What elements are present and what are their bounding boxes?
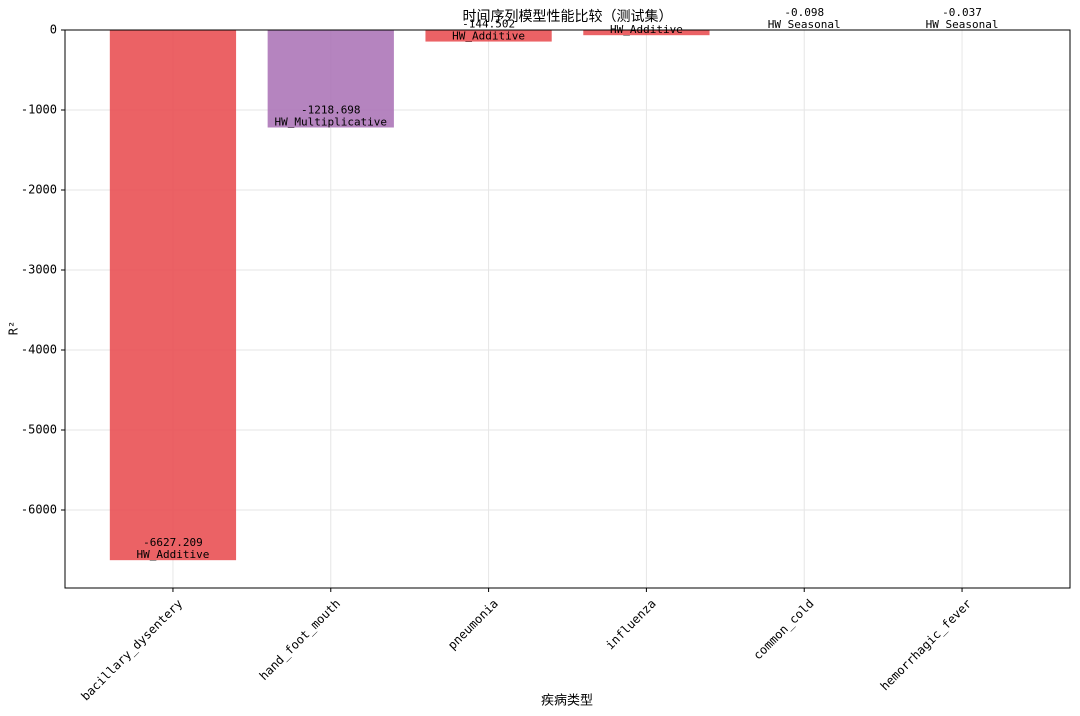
- value-label: -144.502: [462, 18, 515, 31]
- y-tick-label: -6000: [21, 503, 57, 517]
- plot-frame: [64, 29, 1071, 589]
- bar: [109, 30, 237, 561]
- model-label: HW_Seasonal: [926, 18, 999, 31]
- y-axis-label: R²: [7, 321, 21, 335]
- y-tick-label: -2000: [21, 183, 57, 197]
- bar: [425, 30, 552, 42]
- y-tick-label: -5000: [21, 423, 57, 437]
- value-label: -0.098: [784, 6, 824, 19]
- x-tick-label: hemorrhagic_fever: [878, 596, 975, 693]
- model-label: HW_Additive: [137, 548, 210, 561]
- value-label: -1218.698: [301, 103, 361, 116]
- model-label: HW_Seasonal: [768, 18, 841, 31]
- value-label: -0.037: [942, 6, 982, 19]
- model-label: HW_Multiplicative: [274, 115, 387, 128]
- chart-title: 时间序列模型性能比较（测试集）: [463, 8, 673, 25]
- value-label: -6627.209: [143, 536, 203, 549]
- bar: [267, 30, 394, 128]
- x-axis-label: 疾病类型: [541, 694, 593, 709]
- x-tick-label: influenza: [603, 596, 659, 652]
- x-tick-label: common_cold: [750, 596, 816, 662]
- x-tick-label: pneumonia: [445, 596, 501, 652]
- y-tick-label: -4000: [21, 343, 57, 357]
- y-tick-label: -3000: [21, 263, 57, 277]
- model-label: HW_Additive: [452, 30, 525, 43]
- y-tick-label: 0: [50, 23, 57, 37]
- y-tick-label: -1000: [21, 103, 57, 117]
- x-tick-label: bacillary_dysentery: [78, 596, 185, 703]
- bar: [583, 30, 710, 36]
- x-tick-label: hand_foot_mouth: [257, 596, 344, 683]
